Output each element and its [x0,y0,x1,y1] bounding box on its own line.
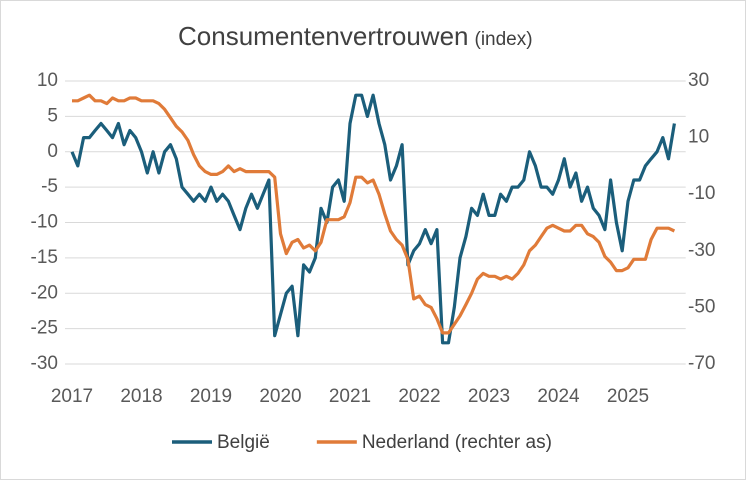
y2-tick-label: 30 [688,70,709,91]
x-tick-label: 2024 [537,386,580,407]
series-line [70,93,676,345]
y2-tick-label: -10 [688,183,715,204]
x-tick-label: 2018 [120,386,162,407]
x-tick-label: 2023 [468,386,510,407]
legend-label: België [217,432,270,453]
chart-subtitle: (index) [475,29,533,50]
y-tick-label: -25 [31,318,58,339]
chart-title: Consumentenvertrouwen [178,21,469,51]
y-tick-label: -30 [31,353,58,374]
y-tick-label: 0 [47,141,58,162]
x-tick-label: 2019 [190,386,232,407]
x-tick-label: 2020 [259,386,301,407]
series-line [72,93,676,335]
y2-tick-label: -30 [688,240,715,261]
y2-tick-label: 10 [688,127,709,148]
x-tick-label: 2022 [398,386,440,407]
y-tick-label: -15 [31,247,58,268]
legend-label: Nederland (rechter as) [362,432,552,453]
y-tick-label: -20 [31,282,58,303]
y2-tick-label: -70 [688,353,715,374]
x-tick-label: 2025 [607,386,649,407]
x-tick-label: 2017 [51,386,93,407]
y2-tick-label: -50 [688,296,715,317]
y-tick-label: -10 [31,212,58,233]
y-tick-label: 5 [47,105,58,126]
y-tick-label: 10 [37,70,58,91]
y-tick-label: -5 [41,176,58,197]
x-tick-label: 2021 [329,386,371,407]
